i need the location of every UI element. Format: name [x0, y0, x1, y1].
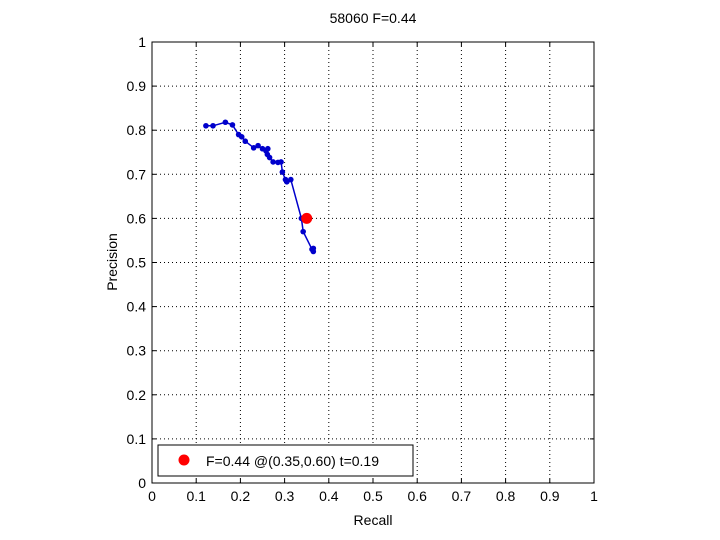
- y-tick-label: 1: [138, 34, 146, 50]
- x-tick-label: 0: [148, 488, 156, 504]
- y-tick-label: 0.1: [127, 431, 147, 447]
- series-point: [270, 159, 276, 165]
- x-tick-label: 0.3: [275, 488, 295, 504]
- x-tick-label: 0.5: [363, 488, 383, 504]
- x-tick-label: 0.1: [186, 488, 206, 504]
- best-f-marker: [301, 212, 313, 224]
- series-point: [309, 246, 315, 253]
- y-axis-label: Precision: [104, 233, 120, 291]
- best-f-point: [301, 212, 313, 224]
- y-tick-label: 0.2: [127, 387, 147, 403]
- series-point: [222, 119, 229, 126]
- y-tick-label: 0.5: [127, 255, 147, 271]
- series-point: [242, 138, 249, 145]
- x-axis-label: Recall: [354, 512, 393, 528]
- y-tick-label: 0: [138, 475, 146, 491]
- x-tick-label: 1: [590, 488, 598, 504]
- y-tick-labels: 0 0.1 0.2 0.3 0.4 0.5 0.6 0.7 0.8 0.9 1: [127, 34, 147, 491]
- y-tick-label: 0.6: [127, 210, 147, 226]
- y-tick-label: 0.9: [127, 78, 147, 94]
- x-tick-label: 0.2: [231, 488, 251, 504]
- x-tick-label: 0.9: [540, 488, 560, 504]
- series-point: [210, 122, 216, 129]
- series-line: [205, 121, 315, 252]
- x-tick-label: 0.4: [319, 488, 339, 504]
- x-tick-label: 0.8: [496, 488, 516, 504]
- series-point: [275, 159, 281, 166]
- axis-ticks: [151, 41, 595, 484]
- series-point: [203, 122, 209, 129]
- series-point: [282, 176, 289, 183]
- x-tick-label: 0.7: [452, 488, 472, 504]
- series-point: [255, 142, 261, 149]
- legend-box: [157, 444, 414, 477]
- y-tick-label: 0.8: [127, 122, 147, 138]
- legend: F=0.44 @(0.35,0.60) t=0.19: [157, 444, 414, 477]
- series-point: [279, 169, 286, 175]
- x-tick-labels: 0 0.1 0.2 0.3 0.4 0.5 0.6 0.7 0.8 0.9 1: [148, 488, 598, 504]
- x-tick-label: 0.6: [407, 488, 427, 504]
- series-point: [259, 145, 266, 152]
- series-point: [300, 228, 306, 235]
- legend-label: F=0.44 @(0.35,0.60) t=0.19: [206, 453, 379, 469]
- y-tick-label: 0.3: [127, 343, 147, 359]
- series-point: [229, 122, 236, 128]
- y-tick-label: 0.7: [127, 166, 147, 182]
- series-point: [265, 145, 271, 152]
- legend-marker: [178, 454, 190, 466]
- chart-title: 58060 F=0.44: [330, 10, 417, 26]
- pr-series: [203, 119, 317, 255]
- grid-lines: [152, 42, 594, 483]
- y-tick-label: 0.4: [127, 299, 147, 315]
- series-point: [235, 131, 242, 138]
- series-point: [250, 145, 257, 151]
